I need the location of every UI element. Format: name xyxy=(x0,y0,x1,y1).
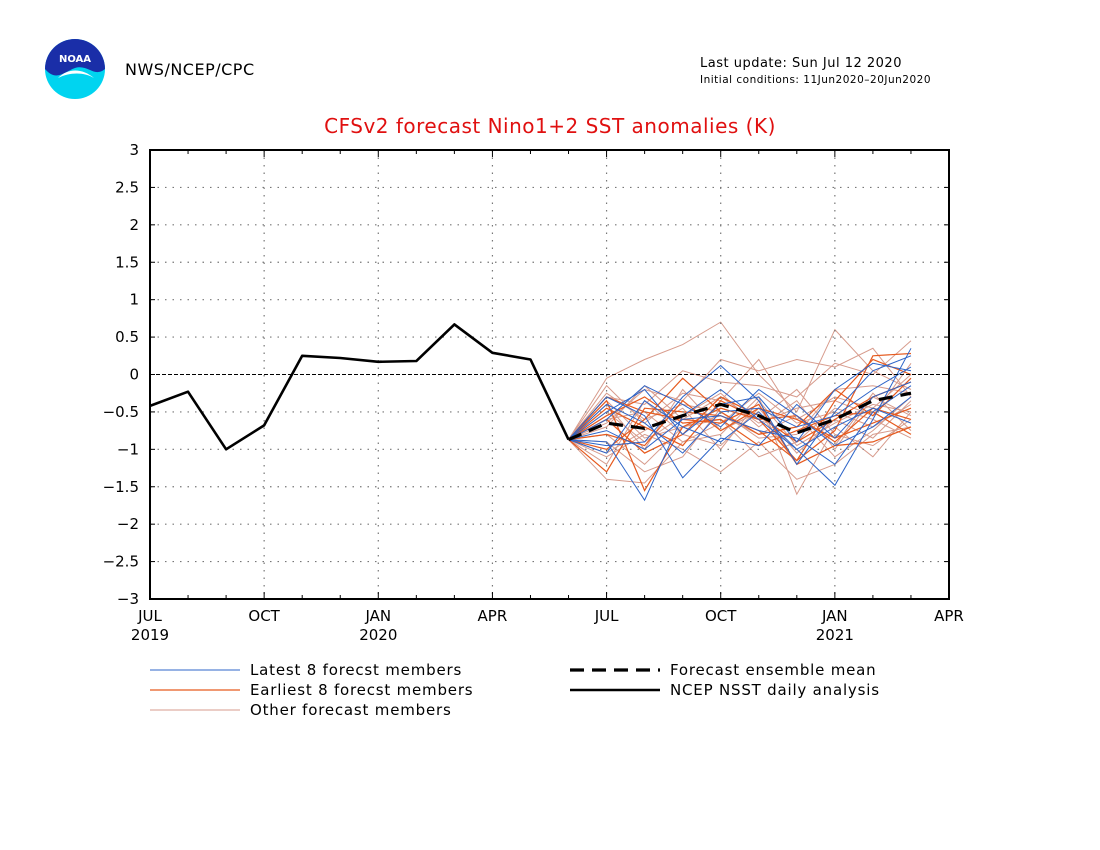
analysis-line xyxy=(149,323,570,451)
y-tick-label: −0.5 xyxy=(103,403,139,421)
y-tick-label: −1.5 xyxy=(103,478,139,496)
y-tick-label: −2 xyxy=(117,515,139,533)
earliest-member-line-3 xyxy=(568,396,912,466)
y-tick-label: −2.5 xyxy=(103,553,139,571)
x-tick-label: OCT xyxy=(248,607,280,625)
ensemble-mean-line xyxy=(567,391,912,442)
y-tick-label: 3 xyxy=(129,141,139,159)
x-tick-label: OCT xyxy=(705,607,737,625)
legend-label-earliest: Earliest 8 forecst members xyxy=(250,681,473,699)
y-tick-label: −3 xyxy=(117,590,139,608)
y-tick-label: 2.5 xyxy=(115,178,139,196)
y-tick-label: 2 xyxy=(129,216,139,234)
y-tick-label: 0.5 xyxy=(115,328,139,346)
x-tick-year-label: 2020 xyxy=(359,626,397,644)
y-tick-label: 0 xyxy=(129,366,139,384)
y-tick-label: −1 xyxy=(117,440,139,458)
x-tick-label: APR xyxy=(934,607,964,625)
legend-label-mean: Forecast ensemble mean xyxy=(670,661,876,679)
other-member-line-1 xyxy=(568,321,912,440)
latest-member-line-5 xyxy=(568,385,912,447)
main-lines-layer xyxy=(149,323,912,451)
agency-label: NWS/NCEP/CPC xyxy=(125,60,255,79)
last-update-text: Last update: Sun Jul 12 2020 xyxy=(700,56,902,71)
logo-text: NOAA xyxy=(59,54,91,65)
latest-member-line-8 xyxy=(568,400,912,454)
other-member-line-2 xyxy=(568,396,912,496)
x-tick-label: JAN xyxy=(821,607,848,625)
grid-layer xyxy=(150,150,949,599)
x-tick-label: JAN xyxy=(364,607,391,625)
legend-label-latest: Latest 8 forecst members xyxy=(250,661,462,679)
legend-label-analysis: NCEP NSST daily analysis xyxy=(670,681,880,699)
earliest-member-line-4 xyxy=(568,381,912,454)
x-tick-year-label: 2019 xyxy=(131,626,169,644)
latest-member-line-4 xyxy=(568,355,912,466)
x-tick-label: JUL xyxy=(137,607,162,625)
legend: Latest 8 forecst members Earliest 8 forec… xyxy=(150,661,880,719)
x-tick-year-label: 2021 xyxy=(816,626,854,644)
legend-label-other: Other forecast members xyxy=(250,701,452,719)
x-tick-label: JUL xyxy=(594,607,619,625)
initial-conditions-text: Initial conditions: 11Jun2020–20Jun2020 xyxy=(700,74,932,86)
latest-member-line-6 xyxy=(568,385,912,465)
latest-member-line-1 xyxy=(568,348,912,502)
latest-member-line-2 xyxy=(568,362,912,443)
x-tick-label: APR xyxy=(478,607,508,625)
noaa-logo: NOAA xyxy=(44,38,106,100)
y-tick-label: 1.5 xyxy=(115,253,139,271)
chart-title: CFSv2 forecast Nino1+2 SST anomalies (K) xyxy=(324,114,776,138)
y-tick-label: 1 xyxy=(129,291,139,309)
axes-layer: −3−2.5−2−1.5−1−0.500.511.522.53JUL2019OC… xyxy=(103,141,964,644)
